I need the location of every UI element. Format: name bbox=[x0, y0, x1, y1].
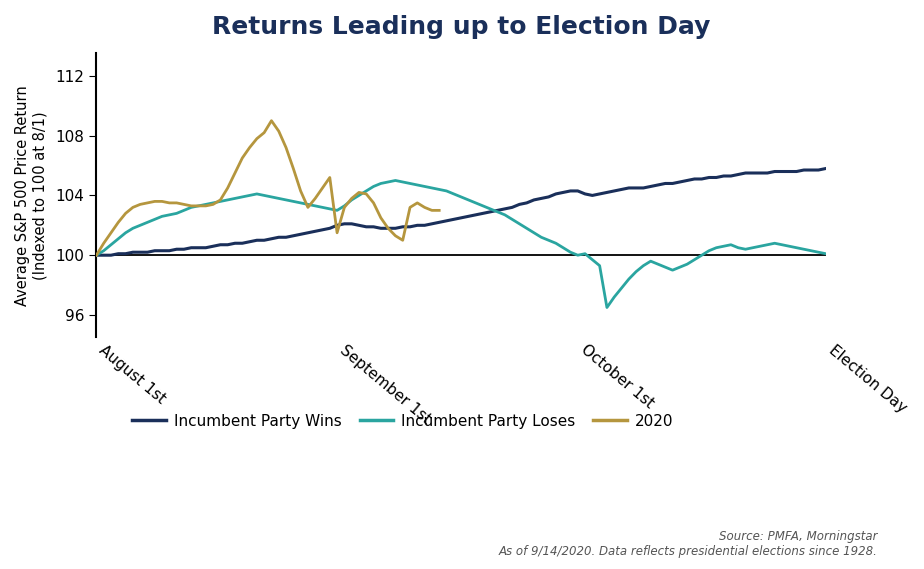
Y-axis label: Average S&P 500 Price Return
(Indexed to 100 at 8/1): Average S&P 500 Price Return (Indexed to… bbox=[15, 85, 47, 306]
Legend: Incumbent Party Wins, Incumbent Party Loses, 2020: Incumbent Party Wins, Incumbent Party Lo… bbox=[127, 407, 679, 435]
Text: Source: PMFA, Morningstar
As of 9/14/2020. Data reflects presidential elections : Source: PMFA, Morningstar As of 9/14/202… bbox=[499, 530, 878, 558]
Title: Returns Leading up to Election Day: Returns Leading up to Election Day bbox=[212, 15, 711, 39]
